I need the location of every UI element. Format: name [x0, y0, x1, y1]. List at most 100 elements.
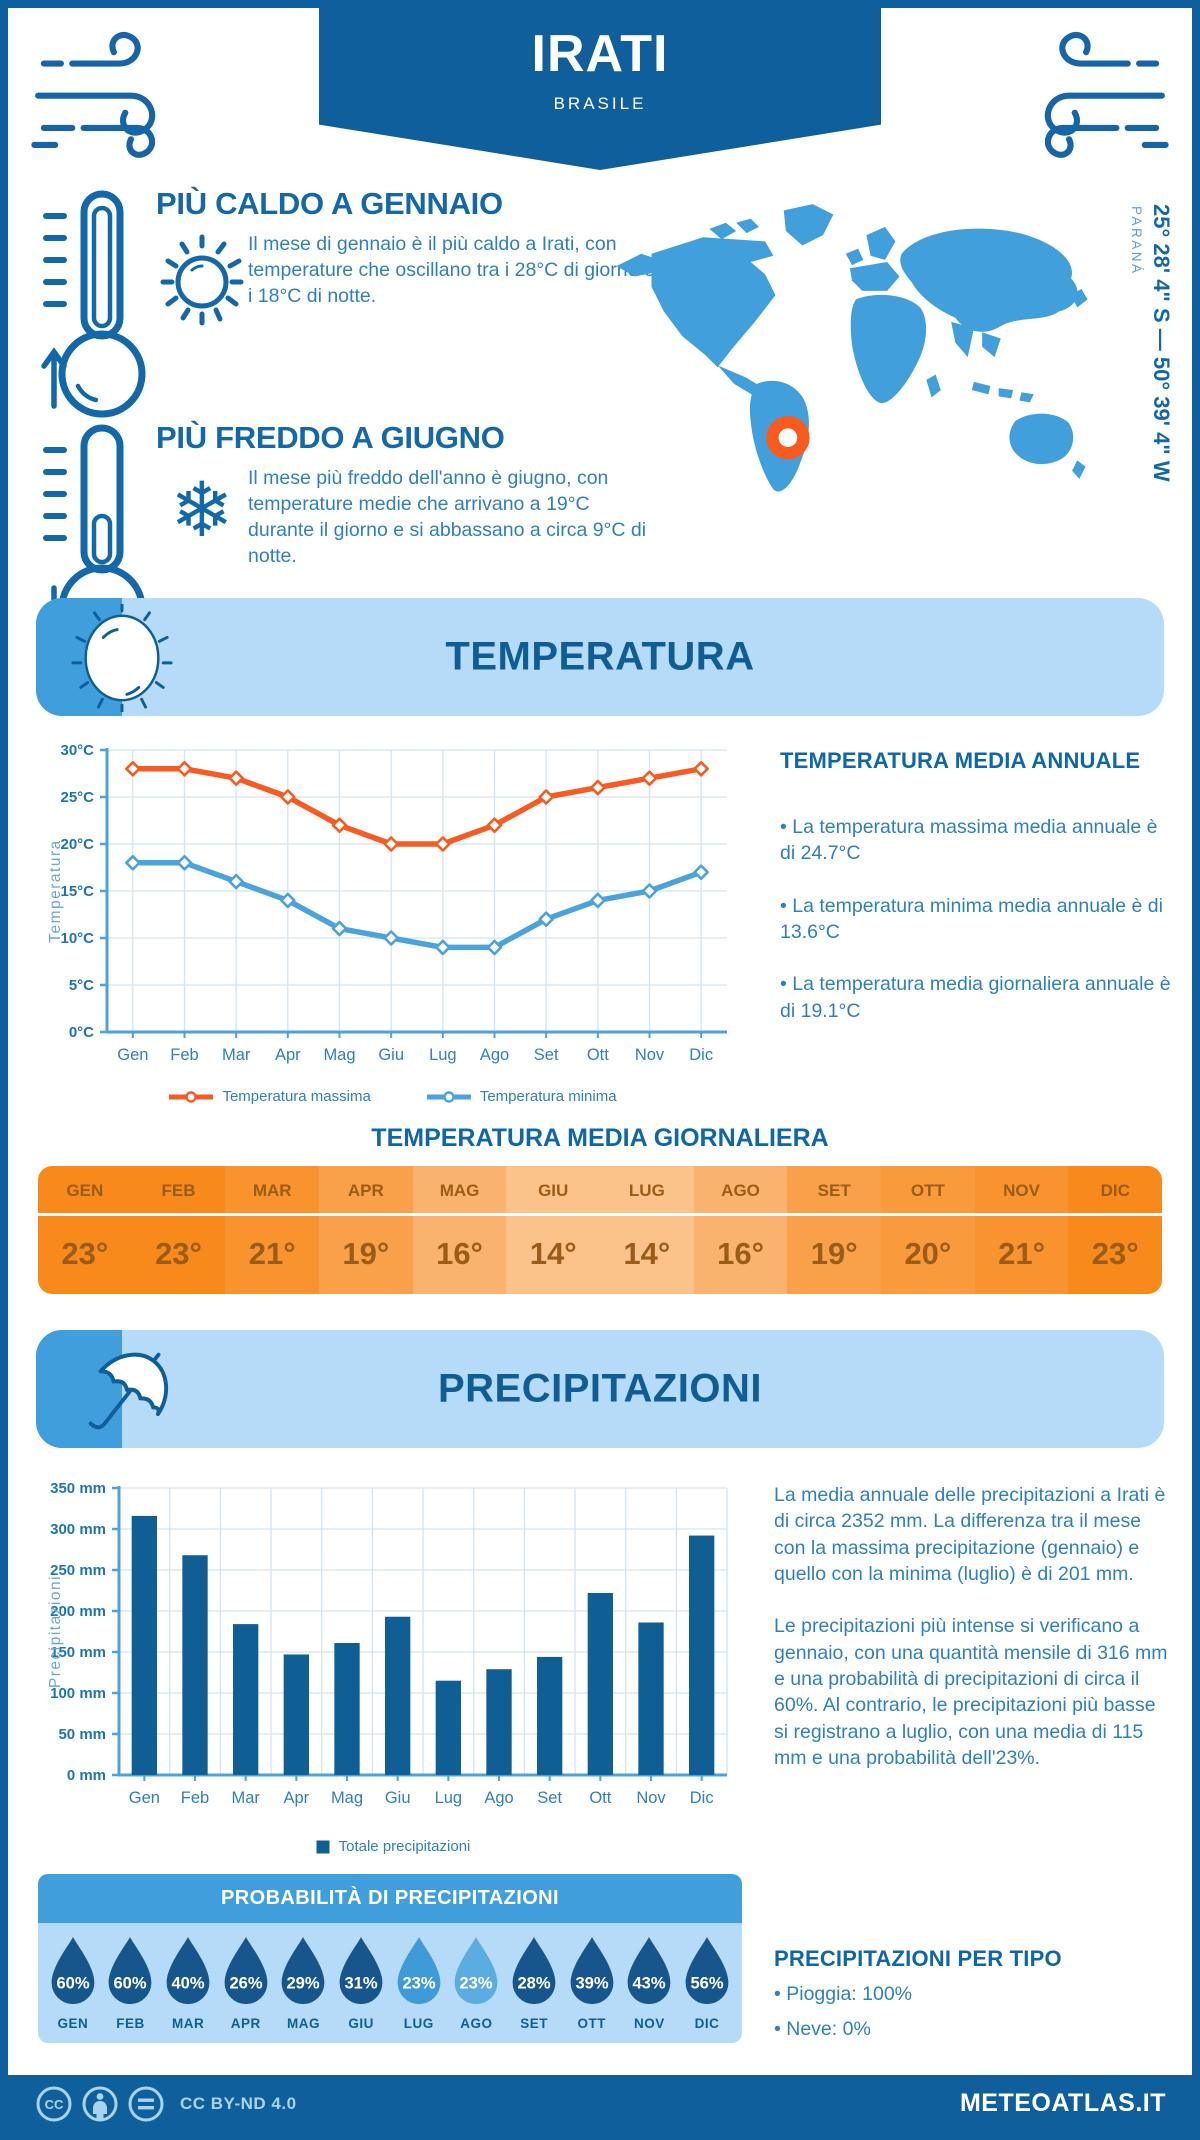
drop-month-label: MAR [172, 2016, 205, 2031]
coldest-month-text: Il mese più freddo dell'anno è giugno, c… [248, 467, 647, 567]
svg-text:5°C: 5°C [69, 977, 94, 994]
header-banner: IRATI BRASILE [319, 8, 881, 170]
paragraph: Le precipitazioni più intense si verific… [774, 1615, 1168, 1769]
legend-swatch [426, 1090, 471, 1103]
svg-text:60%: 60% [56, 1974, 89, 1993]
svg-text:Mag: Mag [323, 1046, 355, 1064]
probability-drop: 31% GIU [334, 1935, 388, 2031]
snowflake-icon: ❄ [170, 465, 234, 554]
license-label: CC BY-ND 4.0 [180, 2093, 297, 2113]
month-header-cell: MAR [225, 1166, 320, 1213]
creative-commons-icons: CC [36, 2086, 164, 2121]
svg-text:25°C: 25°C [60, 789, 94, 806]
temperature-chart-legend: Temperatura massima Temperatura minima [43, 1088, 743, 1105]
probability-drop: 39% OTT [565, 1935, 619, 2031]
month-value-cell: 16° [412, 1216, 507, 1294]
probability-drop: 29% MAG [276, 1935, 330, 2031]
precipitation-chart: 0 mm 50 mm 100 mm 150 mm 200 mm 250 mm 300 mm 3… [47, 1480, 728, 1807]
legend-label: Totale precipitazioni [338, 1838, 471, 1855]
precipitation-paragraphs: La media annuale delle precipitazioni a … [774, 1482, 1172, 1771]
svg-text:Ago: Ago [484, 1789, 513, 1807]
paragraph: La media annuale delle precipitazioni a … [774, 1484, 1166, 1585]
bullet-item: Pioggia: 100% [774, 1980, 1172, 2009]
month-header-cell: SET [787, 1166, 882, 1213]
svg-text:Ott: Ott [587, 1046, 609, 1064]
coldest-month-title: PIÙ FREDDO A GIUGNO [156, 420, 505, 455]
month-value-cell: 16° [693, 1216, 788, 1294]
raindrop-icon: 40% [166, 1936, 210, 2005]
drop-month-label: AGO [460, 2016, 493, 2031]
bullet-item: La temperatura massima media annuale è d… [780, 814, 1178, 867]
drop-month-label: OTT [577, 2016, 606, 2031]
world-map [616, 204, 1088, 492]
raindrop-icon: 43% [627, 1936, 671, 2005]
svg-text:Mar: Mar [231, 1789, 260, 1807]
probability-title: PROBABILITÀ DI PRECIPITAZIONI [38, 1874, 742, 1923]
month-value-cell: 20° [881, 1216, 975, 1294]
drop-month-label: SET [520, 2016, 548, 2031]
month-value-cell: 14° [506, 1216, 601, 1294]
probability-drop: 60% FEB [103, 1935, 157, 2031]
coordinates-text: 25° 28' 4" S — 50° 39' 4" W [1149, 204, 1174, 482]
sun-banner-icon [71, 604, 173, 712]
svg-text:Nov: Nov [635, 1046, 665, 1064]
svg-text:CC: CC [45, 2097, 64, 2112]
annual-summary-bullets: La temperatura massima media annuale è d… [780, 814, 1178, 1024]
location-marker-ring [766, 415, 810, 460]
annual-summary-title: TEMPERATURA MEDIA ANNUALE [780, 748, 1141, 773]
svg-text:56%: 56% [691, 1974, 724, 1993]
svg-text:15°C: 15°C [60, 883, 94, 900]
warmest-month-text: Il mese di gennaio è il più caldo a Irat… [248, 233, 655, 307]
svg-text:Giu: Giu [378, 1046, 404, 1064]
month-header-cell: MAG [412, 1166, 507, 1213]
legend-item: Temperatura massima [169, 1088, 371, 1105]
svg-text:Apr: Apr [275, 1046, 301, 1064]
legend-label: Temperatura massima [222, 1088, 371, 1105]
drop-month-label: APR [230, 2016, 261, 2031]
umbrella-icon [88, 1352, 169, 1430]
bullet-item: Neve: 0% [774, 2015, 1172, 2044]
drop-month-label: DIC [694, 2016, 720, 2031]
page-subtitle: BRASILE [553, 94, 647, 113]
bullet-item: La temperatura media giornaliera annuale… [780, 971, 1178, 1024]
svg-text:43%: 43% [633, 1974, 666, 1993]
svg-text:39%: 39% [575, 1974, 608, 1993]
svg-text:350 mm: 350 mm [50, 1480, 106, 1497]
drop-month-label: GIU [348, 2016, 374, 2031]
warmest-month-title: PIÙ CALDO A GENNAIO [156, 186, 503, 221]
svg-text:26%: 26% [229, 1974, 262, 1993]
raindrop-icon: 39% [570, 1936, 614, 2005]
svg-text:Gen: Gen [129, 1789, 160, 1807]
location-marker [777, 427, 799, 448]
svg-text:Mar: Mar [222, 1046, 251, 1064]
month-header-cell: APR [319, 1166, 413, 1213]
bullet-item: La temperatura minima media annuale è di… [780, 893, 1178, 946]
drop-month-label: FEB [116, 2016, 145, 2031]
svg-text:150 mm: 150 mm [50, 1644, 106, 1661]
daily-mean-title: TEMPERATURA MEDIA GIORNALIERA [371, 1124, 829, 1152]
svg-text:Ago: Ago [480, 1046, 509, 1064]
sun-icon [156, 232, 248, 328]
precipitation-section-title: PRECIPITAZIONI [437, 1366, 763, 1411]
probability-drop: 28% SET [507, 1935, 561, 2031]
footer-bar: CC CC BY-ND 4.0 METEOATLAS.IT [8, 2075, 1192, 2132]
svg-text:300 mm: 300 mm [50, 1521, 106, 1538]
svg-text:Apr: Apr [283, 1789, 309, 1807]
svg-text:0 mm: 0 mm [67, 1767, 106, 1784]
raindrop-icon: 23% [455, 1936, 498, 2005]
month-header-cell: AGO [693, 1166, 788, 1213]
raindrop-icon: 26% [224, 1936, 268, 2005]
drop-month-label: GEN [57, 2016, 89, 2031]
daily-mean-table: GEN FEB MAR APR MAG GIU LUG AGO SET OTT NOV DIC 23°… [38, 1166, 1162, 1294]
svg-text:Feb: Feb [181, 1789, 209, 1807]
banner-cap [36, 1330, 122, 1448]
precipitation-section-banner: PRECIPITAZIONI [36, 1330, 1164, 1448]
svg-text:28%: 28% [518, 1974, 551, 1993]
legend-label: Temperatura minima [479, 1088, 617, 1105]
svg-text:10°C: 10°C [60, 930, 94, 947]
month-value-cell: 19° [319, 1216, 413, 1294]
svg-text:30°C: 30°C [60, 742, 94, 759]
drop-month-label: NOV [634, 2016, 665, 2031]
month-value-cell: 23° [38, 1216, 132, 1294]
precipitation-type-bullets: Pioggia: 100% Neve: 0% [774, 1980, 1172, 2045]
